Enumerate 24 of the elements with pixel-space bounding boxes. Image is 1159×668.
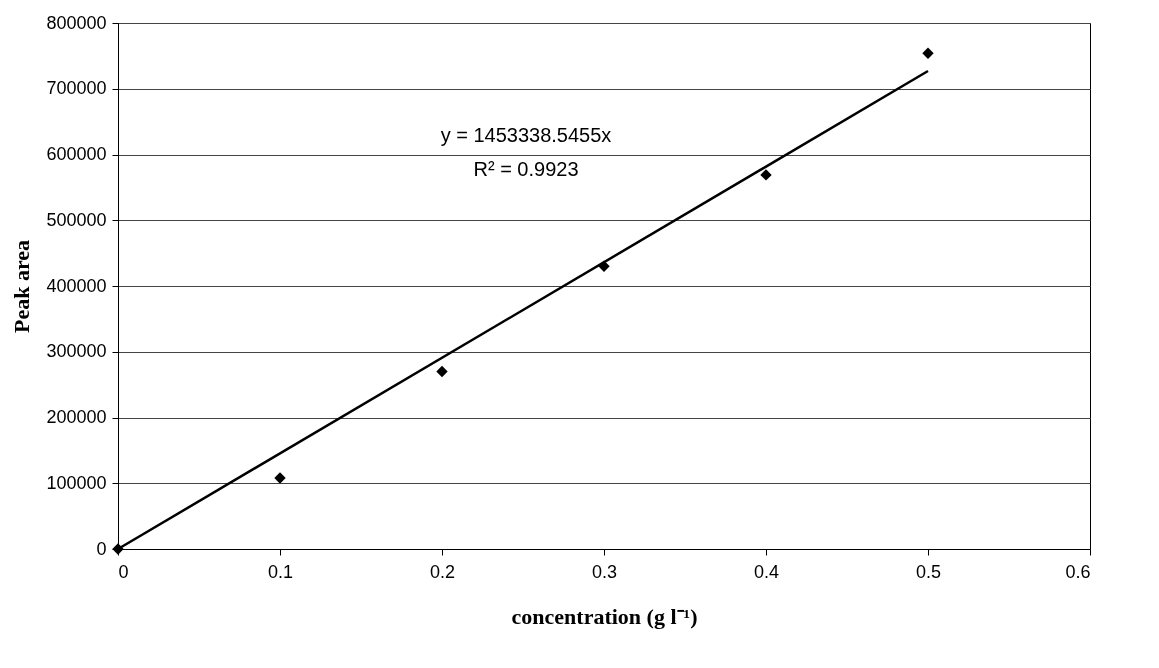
x-axis-title: concentration (g l⁻¹) xyxy=(511,603,698,629)
x-tick-label: 0.3 xyxy=(591,561,618,582)
y-tick-label: 200000 xyxy=(46,407,107,427)
y-tick-label: 700000 xyxy=(46,78,107,99)
annotation: y = 1453338.5455x xyxy=(440,124,612,146)
x-tick-label: 0.5 xyxy=(915,561,942,582)
y-tick-label: 100000 xyxy=(46,472,107,493)
point xyxy=(760,169,772,181)
y-tick-label: 0 xyxy=(96,538,107,559)
annotation: R² = 0.9923 xyxy=(473,158,579,180)
y-tick-label: 600000 xyxy=(46,144,107,164)
y-tick-label: 300000 xyxy=(46,341,107,362)
x-tick-label: 0.4 xyxy=(753,561,780,582)
y-tick-label: 400000 xyxy=(46,275,107,296)
y-axis-title: Peak area xyxy=(9,239,35,334)
x-tick-label: 0 xyxy=(118,561,129,582)
y-tick-label: 500000 xyxy=(46,209,107,230)
x-tick-label: 0.6 xyxy=(1065,561,1091,582)
point xyxy=(274,472,286,484)
point xyxy=(922,47,934,59)
point xyxy=(436,365,448,378)
y-tick-label: 800000 xyxy=(46,12,107,33)
x-tick-label: 0.1 xyxy=(267,561,294,582)
x-tick-label: 0.2 xyxy=(429,561,456,582)
